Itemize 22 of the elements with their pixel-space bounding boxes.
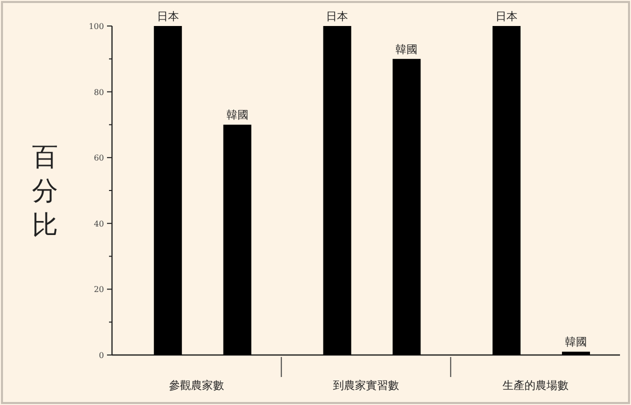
bar — [562, 352, 590, 355]
x-tick-label: 生產的農場數 — [502, 379, 568, 392]
y-tick-label: 0 — [98, 351, 104, 360]
x-tick-label: 到農家實習數 — [333, 379, 399, 392]
text: 日本 — [496, 10, 518, 23]
bar — [392, 58, 421, 355]
x-tick-label: 參觀農家數 — [169, 379, 224, 392]
y-axis-title: 百分比 — [32, 142, 58, 240]
y-tick-label: 60 — [94, 154, 104, 163]
text: 韓國 — [396, 42, 418, 56]
bar — [323, 26, 352, 355]
y-tick-label: 80 — [94, 88, 104, 97]
bar — [223, 124, 252, 355]
series-label: 日本 — [156, 10, 179, 23]
y-tick-label: 40 — [94, 219, 104, 228]
bar — [492, 26, 521, 355]
y-tick-label: 20 — [94, 285, 104, 294]
y-tick-label: 100 — [88, 22, 104, 31]
text: 韓國 — [564, 336, 587, 349]
text: 日本 — [326, 10, 348, 23]
bar — [154, 26, 182, 355]
series-label: 韓國 — [226, 108, 248, 122]
